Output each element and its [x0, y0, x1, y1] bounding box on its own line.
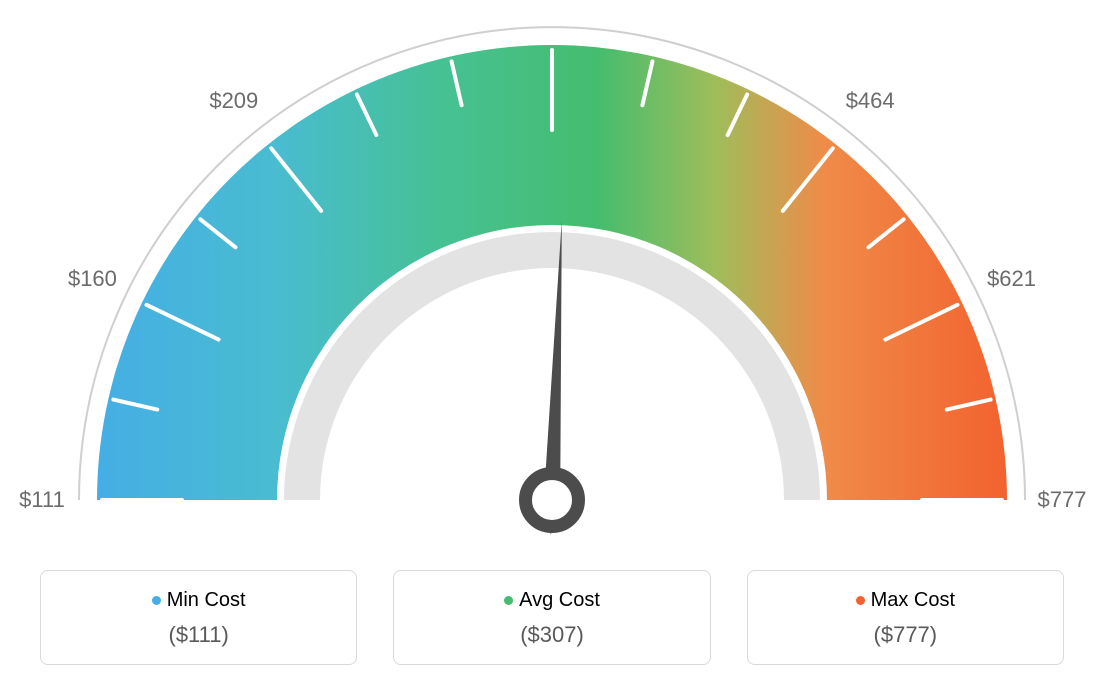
gauge-tick-label: $464 [846, 88, 895, 114]
gauge-tick-label: $307 [528, 0, 577, 3]
legend-card-max: Max Cost ($777) [747, 570, 1064, 665]
gauge-tick-label: $160 [68, 266, 117, 292]
gauge-tick-label: $209 [209, 88, 258, 114]
legend-label-min: Min Cost [167, 589, 246, 611]
dot-icon [504, 596, 513, 605]
gauge-tick-label: $777 [1038, 487, 1087, 513]
dot-icon [152, 596, 161, 605]
gauge-chart: $111 $160 $209 $307 $464 $621 $777 [0, 0, 1104, 560]
legend-label-avg: Avg Cost [519, 589, 600, 611]
legend-row: Min Cost ($111) Avg Cost ($307) Max Cost… [0, 570, 1104, 665]
legend-value-avg: ($307) [404, 622, 699, 648]
gauge-tick-label: $111 [19, 487, 65, 513]
dot-icon [856, 596, 865, 605]
legend-label-max: Max Cost [871, 589, 955, 611]
legend-title-min: Min Cost [51, 589, 346, 612]
legend-card-min: Min Cost ($111) [40, 570, 357, 665]
legend-title-max: Max Cost [758, 589, 1053, 612]
gauge-tick-label: $621 [987, 266, 1036, 292]
legend-card-avg: Avg Cost ($307) [393, 570, 710, 665]
gauge-svg [0, 0, 1104, 560]
legend-value-max: ($777) [758, 622, 1053, 648]
legend-value-min: ($111) [51, 622, 346, 648]
legend-title-avg: Avg Cost [404, 589, 699, 612]
